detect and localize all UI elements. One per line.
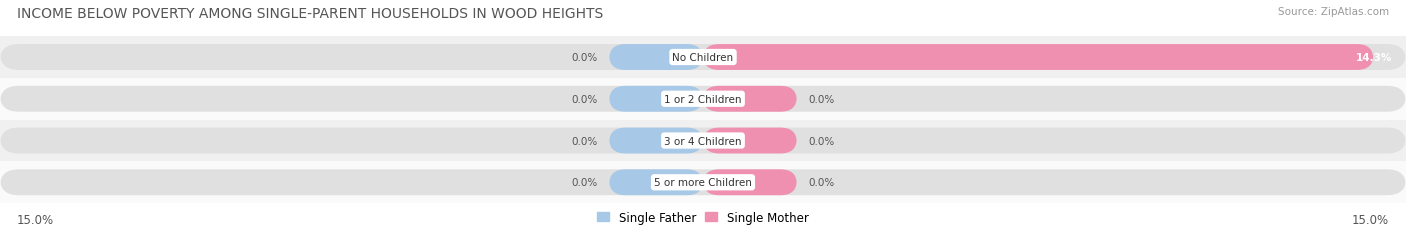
Text: 0.0%: 0.0% <box>571 136 598 146</box>
FancyBboxPatch shape <box>609 170 703 195</box>
Text: 0.0%: 0.0% <box>808 136 835 146</box>
FancyBboxPatch shape <box>703 45 1374 71</box>
Text: INCOME BELOW POVERTY AMONG SINGLE-PARENT HOUSEHOLDS IN WOOD HEIGHTS: INCOME BELOW POVERTY AMONG SINGLE-PARENT… <box>17 7 603 21</box>
FancyBboxPatch shape <box>703 86 797 112</box>
FancyBboxPatch shape <box>609 128 703 154</box>
Bar <box>0 79 1406 120</box>
FancyBboxPatch shape <box>0 45 1406 71</box>
Text: Source: ZipAtlas.com: Source: ZipAtlas.com <box>1278 7 1389 17</box>
Bar <box>0 37 1406 79</box>
FancyBboxPatch shape <box>0 128 1406 154</box>
FancyBboxPatch shape <box>0 86 1406 112</box>
Text: 0.0%: 0.0% <box>571 53 598 63</box>
FancyBboxPatch shape <box>609 86 703 112</box>
Legend: Single Father, Single Mother: Single Father, Single Mother <box>593 206 813 229</box>
Text: 14.3%: 14.3% <box>1355 53 1392 63</box>
Bar <box>0 162 1406 203</box>
Text: 5 or more Children: 5 or more Children <box>654 177 752 188</box>
Bar <box>0 120 1406 162</box>
FancyBboxPatch shape <box>0 170 1406 195</box>
FancyBboxPatch shape <box>703 128 797 154</box>
Text: 1 or 2 Children: 1 or 2 Children <box>664 94 742 104</box>
Text: 0.0%: 0.0% <box>571 177 598 188</box>
Text: 0.0%: 0.0% <box>808 94 835 104</box>
Text: No Children: No Children <box>672 53 734 63</box>
Text: 3 or 4 Children: 3 or 4 Children <box>664 136 742 146</box>
FancyBboxPatch shape <box>609 45 703 71</box>
Text: 0.0%: 0.0% <box>808 177 835 188</box>
Text: 15.0%: 15.0% <box>17 213 53 226</box>
FancyBboxPatch shape <box>703 170 797 195</box>
Text: 0.0%: 0.0% <box>571 94 598 104</box>
Text: 15.0%: 15.0% <box>1353 213 1389 226</box>
